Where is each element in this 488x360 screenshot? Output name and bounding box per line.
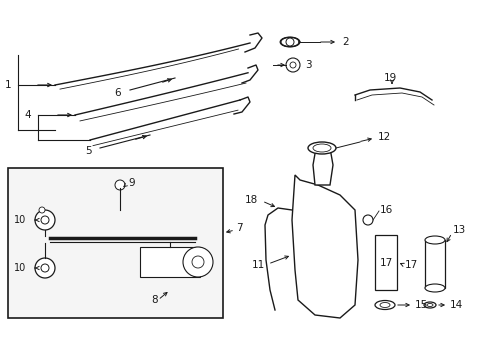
Text: 16: 16 xyxy=(379,205,392,215)
Circle shape xyxy=(39,207,45,213)
Text: 10: 10 xyxy=(14,215,26,225)
Text: 8: 8 xyxy=(151,295,158,305)
Ellipse shape xyxy=(374,301,394,310)
Text: 3: 3 xyxy=(305,60,311,70)
Text: 12: 12 xyxy=(377,132,390,142)
Text: 14: 14 xyxy=(449,300,462,310)
Circle shape xyxy=(35,258,55,278)
Text: 18: 18 xyxy=(244,195,258,205)
Polygon shape xyxy=(312,148,332,185)
Ellipse shape xyxy=(424,284,444,292)
Text: 11: 11 xyxy=(251,260,264,270)
Text: 15: 15 xyxy=(414,300,427,310)
Text: 1: 1 xyxy=(5,80,11,90)
Text: 10: 10 xyxy=(14,263,26,273)
Text: 6: 6 xyxy=(115,88,121,98)
Circle shape xyxy=(115,180,125,190)
Ellipse shape xyxy=(423,302,435,308)
Bar xyxy=(374,235,396,290)
Bar xyxy=(140,247,200,277)
Circle shape xyxy=(183,247,213,277)
Ellipse shape xyxy=(312,144,330,152)
Polygon shape xyxy=(291,175,357,318)
Text: 5: 5 xyxy=(84,146,91,156)
Text: 9: 9 xyxy=(128,178,134,188)
Circle shape xyxy=(35,210,55,230)
Text: 7: 7 xyxy=(236,223,242,233)
Ellipse shape xyxy=(379,302,389,307)
Bar xyxy=(8,168,223,318)
Circle shape xyxy=(362,215,372,225)
Ellipse shape xyxy=(307,142,335,154)
Bar xyxy=(424,240,444,288)
Text: 4: 4 xyxy=(24,110,31,120)
Ellipse shape xyxy=(426,303,432,306)
Text: 17: 17 xyxy=(379,258,392,268)
Text: 2: 2 xyxy=(341,37,348,47)
Text: 19: 19 xyxy=(383,73,396,83)
Ellipse shape xyxy=(424,236,444,244)
Text: 17: 17 xyxy=(404,260,417,270)
Circle shape xyxy=(41,264,49,272)
Circle shape xyxy=(41,216,49,224)
Text: 13: 13 xyxy=(452,225,465,235)
